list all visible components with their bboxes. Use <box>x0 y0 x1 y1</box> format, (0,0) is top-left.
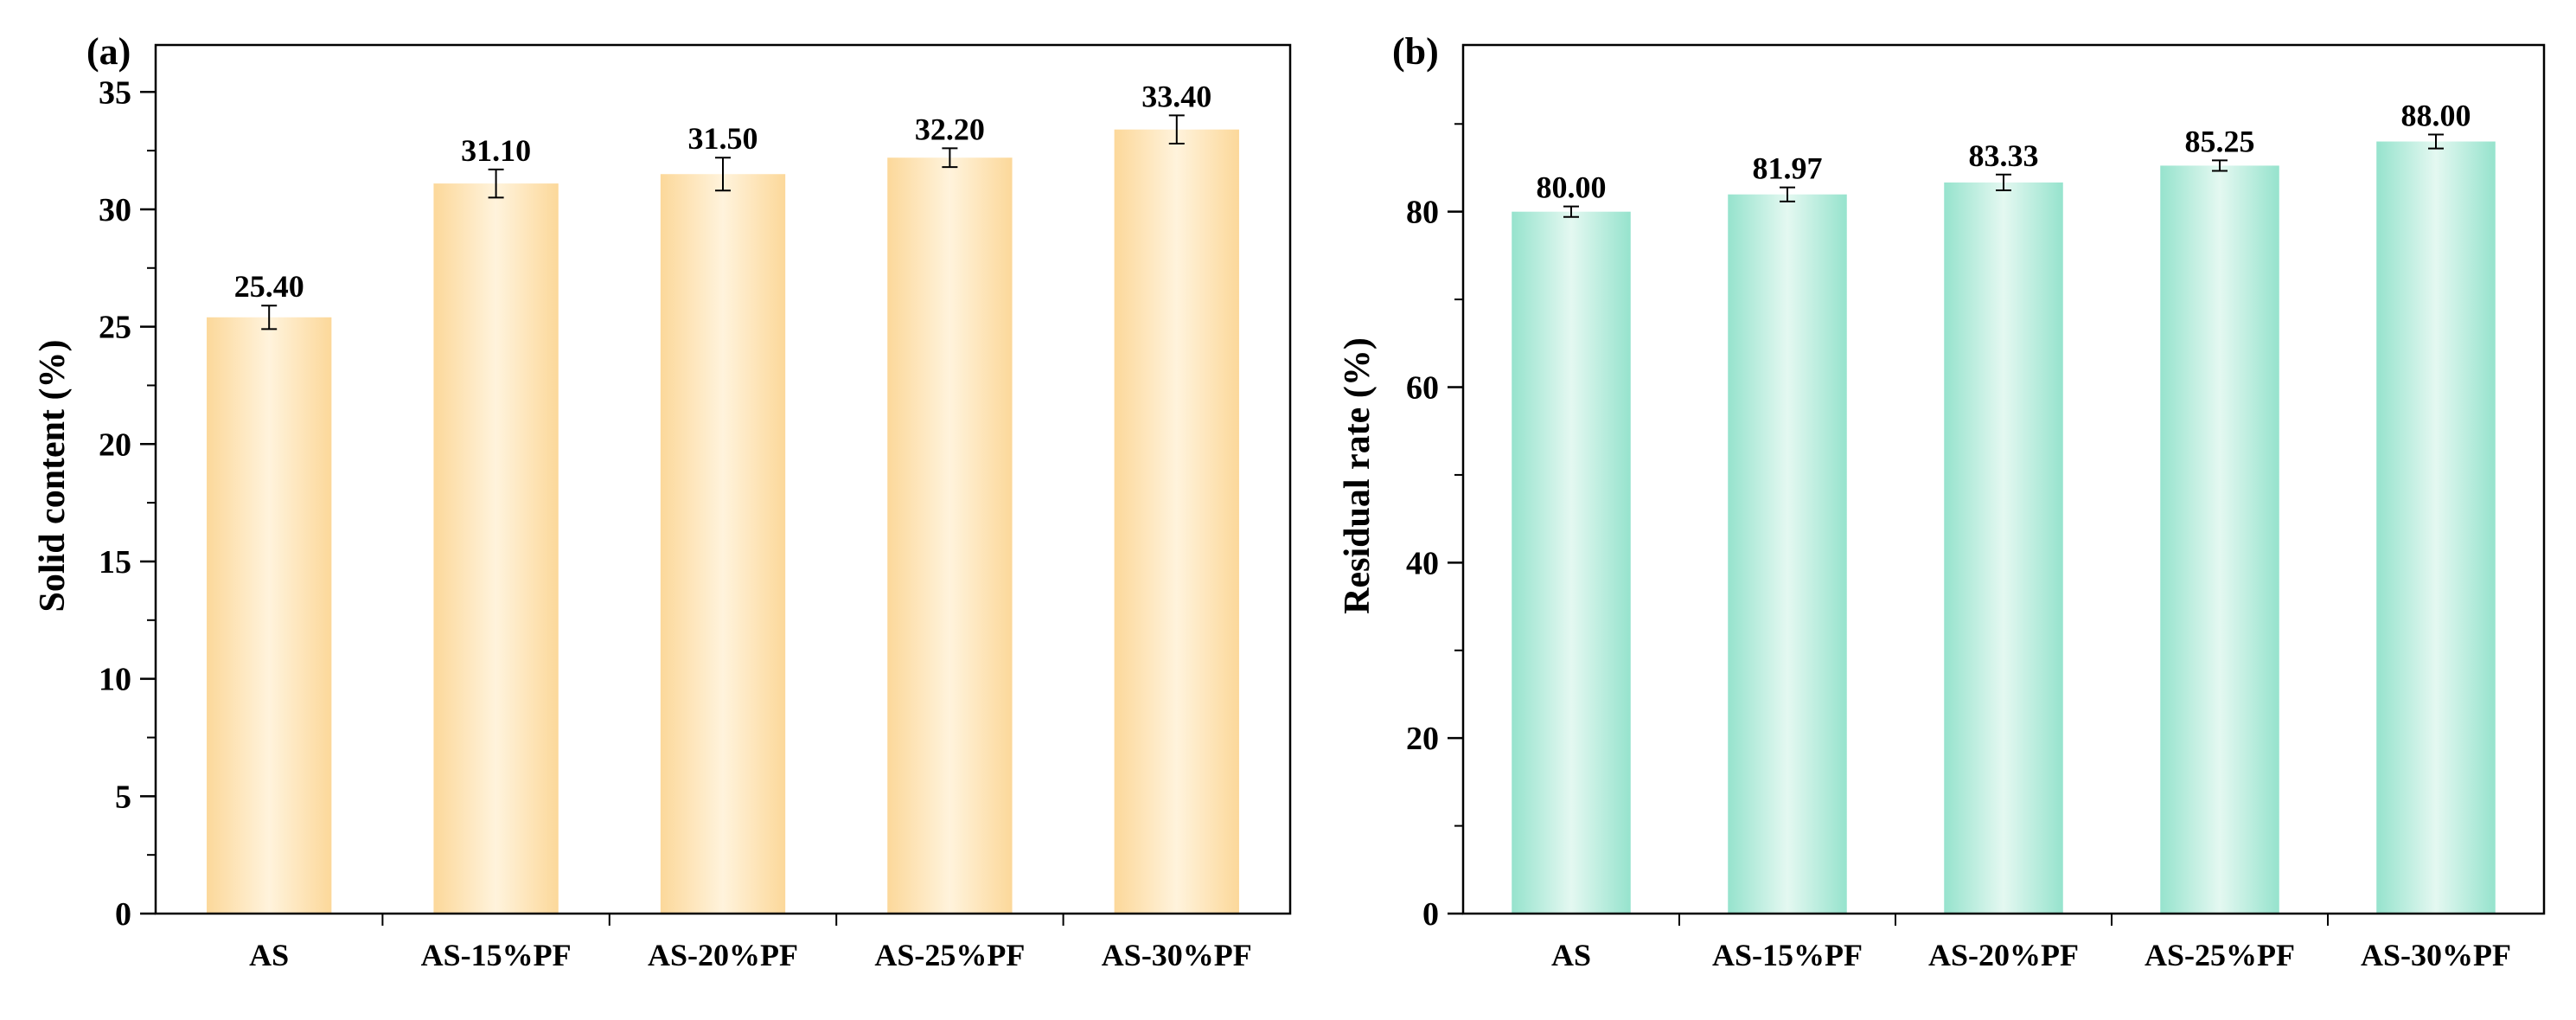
plot-frame <box>1461 43 2546 915</box>
value-label: 88.00 <box>2401 98 2471 132</box>
y-tick-label: 0 <box>115 896 131 933</box>
plot-frame <box>154 43 1292 915</box>
y-tick-label: 25 <box>99 310 131 346</box>
y-tick-label: 60 <box>1406 370 1439 407</box>
bar <box>433 183 559 914</box>
y-tick-label: 5 <box>115 779 131 815</box>
bar <box>1728 194 1847 914</box>
bar <box>1944 182 2063 914</box>
y-tick-label: 10 <box>99 662 131 698</box>
y-tick-label: 20 <box>99 427 131 463</box>
bar <box>207 317 332 914</box>
value-label: 31.10 <box>461 133 531 168</box>
x-tick-label: AS-15%PF <box>1712 938 1863 972</box>
x-tick-label: AS-15%PF <box>421 938 572 972</box>
value-label: 25.40 <box>234 269 304 304</box>
x-tick-label: AS <box>249 938 289 972</box>
x-tick-label: AS-30%PF <box>1102 938 1252 972</box>
value-label: 81.97 <box>1753 151 1823 186</box>
chart-panel-b: (b) Residual rate (%) 80.00 AS 81.97 AS-15%… <box>1338 30 2546 972</box>
value-label: 83.33 <box>1969 138 2039 173</box>
x-tick-label: AS-20%PF <box>648 938 798 972</box>
value-label: 80.00 <box>1537 170 1607 205</box>
value-label: 31.50 <box>688 121 758 156</box>
panel-label: (a) <box>86 30 131 73</box>
bar <box>1114 129 1239 914</box>
y-tick-label: 30 <box>99 192 131 228</box>
value-label: 85.25 <box>2185 124 2255 158</box>
y-tick-label: 15 <box>99 544 131 581</box>
bar <box>1512 211 1631 914</box>
x-tick-label: AS-20%PF <box>1928 938 2079 972</box>
y-tick-label: 35 <box>99 74 131 111</box>
bar <box>660 174 786 914</box>
x-tick-label: AS-30%PF <box>2361 938 2511 972</box>
y-axis-title: Solid content (%) <box>33 340 73 613</box>
y-axis-title: Residual rate (%) <box>1338 337 1377 614</box>
panel-label: (b) <box>1392 30 1439 73</box>
bar <box>2376 141 2496 914</box>
x-tick-label: AS-25%PF <box>2145 938 2295 972</box>
value-label: 33.40 <box>1141 79 1211 113</box>
y-tick-label: 80 <box>1406 195 1439 231</box>
bar <box>887 157 1013 914</box>
chart-panel-a: (a) Solid content (%) 25.40 AS 31.10 AS-15%… <box>33 30 1292 972</box>
bar <box>2160 165 2279 914</box>
y-tick-label: 0 <box>1422 896 1439 933</box>
x-tick-label: AS-25%PF <box>874 938 1025 972</box>
y-tick-label: 20 <box>1406 721 1439 757</box>
y-tick-label: 40 <box>1406 545 1439 581</box>
value-label: 32.20 <box>915 112 985 146</box>
x-tick-label: AS <box>1551 938 1591 972</box>
